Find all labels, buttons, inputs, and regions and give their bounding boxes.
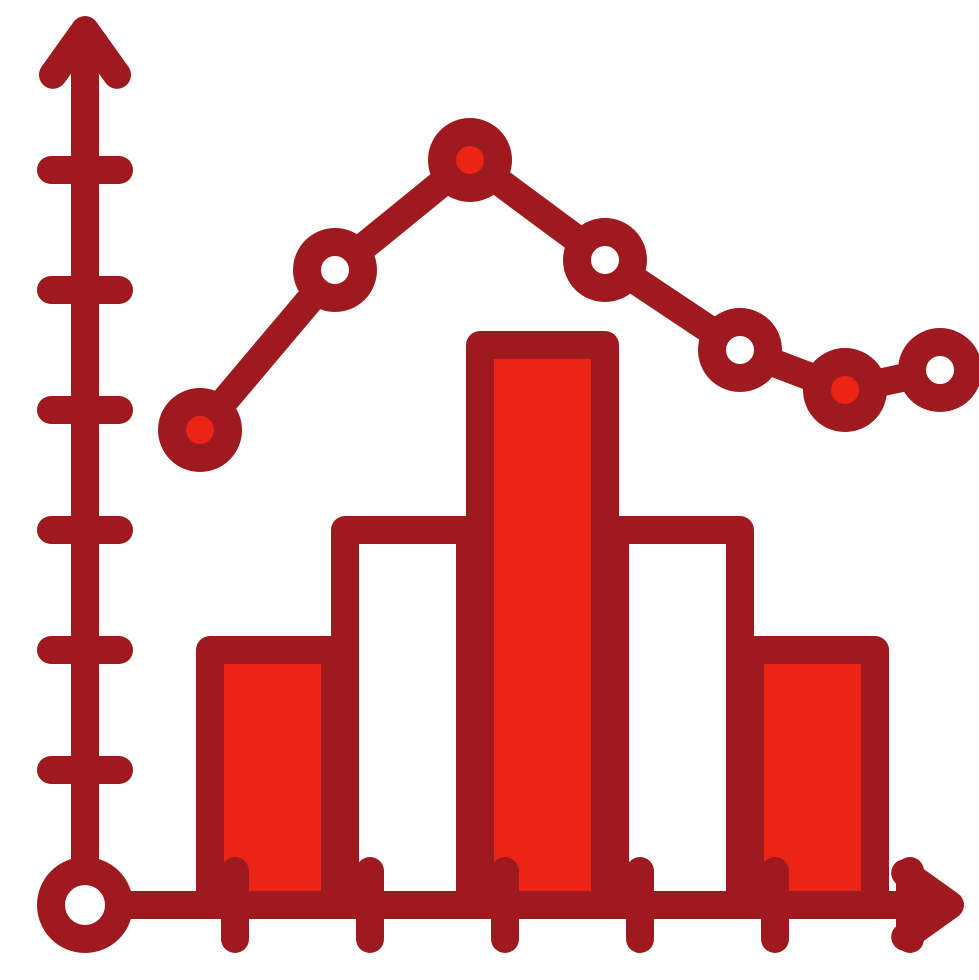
line-marker-2 <box>442 132 498 188</box>
line-marker-0 <box>172 402 228 458</box>
line-marker-3 <box>577 232 633 288</box>
line-marker-1 <box>307 242 363 298</box>
line-marker-5 <box>817 362 873 418</box>
line-marker-4 <box>712 322 768 378</box>
bar-2 <box>480 345 605 905</box>
origin-marker <box>51 871 119 939</box>
bar-3 <box>615 530 740 905</box>
line-marker-6 <box>912 342 968 398</box>
combo-chart-icon <box>0 0 979 980</box>
bar-1 <box>345 530 470 905</box>
